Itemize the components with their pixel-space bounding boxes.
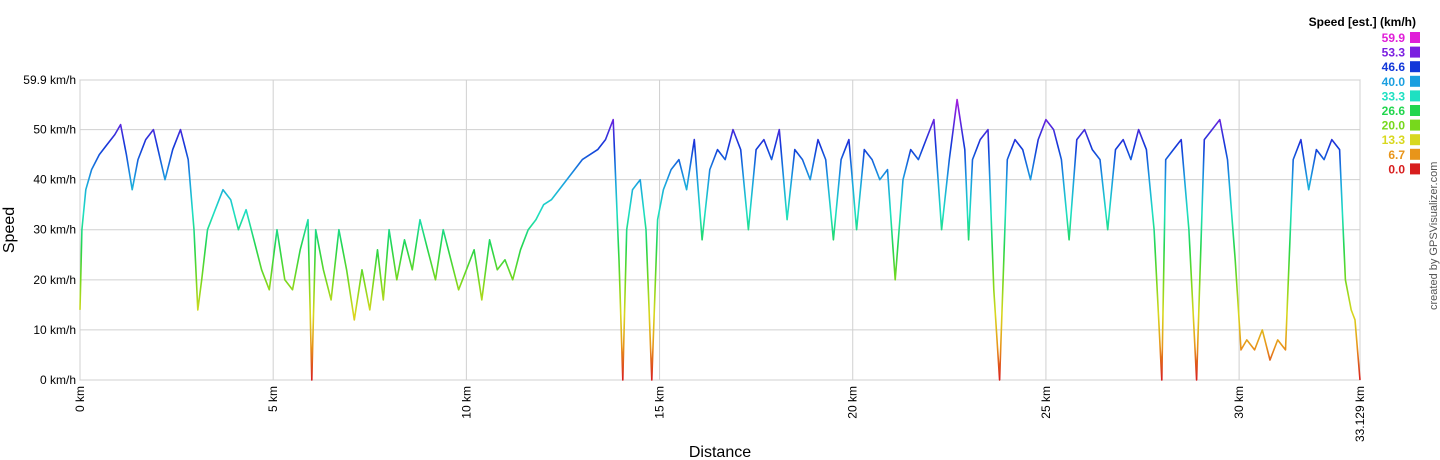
x-tick-label-6: 30 km: [1232, 386, 1246, 419]
y-tick-label-2: 20 km/h: [33, 273, 76, 287]
legend-value-1: 53.3: [1382, 46, 1406, 60]
x-tick-label-2: 10 km: [459, 386, 473, 419]
y-tick-label-5: 50 km/h: [33, 123, 76, 137]
x-tick-label-1: 5 km: [266, 386, 280, 412]
legend-value-3: 40.0: [1382, 75, 1406, 89]
legend-swatch-9: [1410, 163, 1420, 175]
grid-lines: [79, 79, 1361, 381]
legend-swatch-6: [1410, 119, 1420, 131]
x-axis-title: Distance: [689, 444, 751, 460]
legend-swatch-4: [1410, 90, 1420, 102]
y-tick-label-0: 0 km/h: [40, 373, 76, 387]
legend-value-5: 26.6: [1382, 104, 1406, 118]
legend: 59.953.346.640.033.326.620.013.36.70.0: [1382, 31, 1420, 176]
legend-swatch-3: [1410, 75, 1420, 87]
y-axis-tick-labels: 0 km/h 10 km/h 20 km/h 30 km/h 40 km/h 50 km/…: [23, 73, 76, 387]
legend-value-8: 6.7: [1388, 148, 1405, 162]
x-tick-label-4: 20 km: [846, 386, 860, 419]
legend-swatch-8: [1410, 148, 1420, 160]
y-tick-label-6: 59.9 km/h: [23, 73, 76, 87]
y-tick-label-4: 40 km/h: [33, 173, 76, 187]
legend-swatch-2: [1410, 61, 1420, 73]
legend-value-6: 20.0: [1382, 119, 1406, 133]
legend-title: Speed [est.] (km/h): [1309, 15, 1416, 29]
legend-value-4: 33.3: [1382, 89, 1406, 103]
credit-text: created by GPSVisualizer.com: [1428, 162, 1440, 310]
legend-value-7: 13.3: [1382, 133, 1406, 147]
x-tick-label-7: 33.129 km: [1353, 386, 1367, 442]
legend-swatch-0: [1410, 32, 1420, 43]
series-layer: [79, 98, 1361, 381]
x-tick-label-5: 25 km: [1039, 386, 1053, 419]
legend-value-0: 59.9: [1382, 31, 1406, 45]
x-axis-tick-labels: 0 km 5 km 10 km 15 km 20 km 25 km 30 km 33.129 …: [73, 386, 1367, 442]
x-tick-label-0: 0 km: [73, 386, 87, 412]
legend-value-2: 46.6: [1382, 60, 1406, 74]
legend-value-9: 0.0: [1388, 162, 1405, 176]
y-tick-label-1: 10 km/h: [33, 323, 76, 337]
x-tick-label-3: 15 km: [653, 386, 667, 419]
legend-swatch-5: [1410, 105, 1420, 116]
legend-swatch-7: [1410, 134, 1420, 146]
legend-swatch-1: [1410, 46, 1420, 58]
y-axis-title: Speed: [1, 207, 18, 253]
speed-series-line-0: [79, 98, 1361, 381]
y-tick-label-3: 30 km/h: [33, 223, 76, 237]
